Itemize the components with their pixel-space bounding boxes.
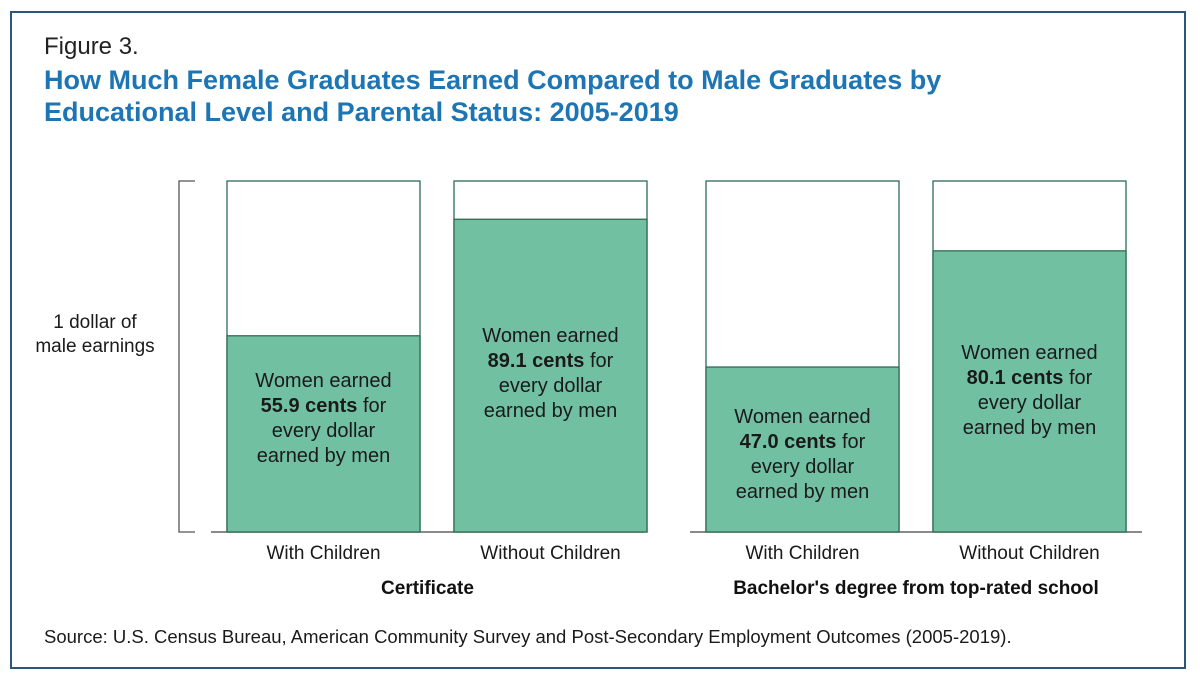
bar-label-line-1: Women earned: [255, 370, 392, 392]
figure-frame: [10, 11, 1186, 669]
bar-label-line-2: 89.1 cents for: [487, 350, 614, 372]
bar-label-line-4: earned by men: [962, 417, 1097, 439]
y-axis-label-line-1: 1 dollar of: [53, 312, 137, 333]
bar-label-line-2: 80.1 cents for: [966, 367, 1093, 389]
bar-label-line-3: every dollar: [271, 420, 376, 442]
bar-label-line-3: every dollar: [977, 392, 1082, 414]
group-label-1: Certificate: [381, 578, 474, 599]
bar-value-label: 55.9 cents: [260, 395, 358, 417]
group-label-2: Bachelor's degree from top-rated school: [733, 578, 1099, 599]
bar-label-line-1: Women earned: [482, 325, 619, 347]
figure-label: Figure 3.: [44, 33, 139, 60]
bar-label-2: Women earned 89.1 cents for every dollar ea…: [454, 324, 647, 424]
y-axis-label-line-2: male earnings: [35, 336, 155, 357]
bar-value-label: 47.0 cents: [739, 431, 837, 453]
chart-title-line-1: How Much Female Graduates Earned Compare…: [44, 65, 942, 95]
chart-title: How Much Female Graduates Earned Compare…: [44, 64, 1144, 128]
y-axis-bracket: [178, 180, 195, 533]
bar-label-line-2: 55.9 cents for: [260, 395, 387, 417]
bar-3: [705, 366, 900, 533]
bar-label-line-4: earned by men: [735, 481, 870, 503]
x-tick-label-3: With Children: [745, 543, 860, 564]
bar-label-line-4: earned by men: [256, 445, 391, 467]
chart-title-line-2: Educational Level and Parental Status: 2…: [44, 97, 679, 127]
y-axis-label: 1 dollar of male earnings: [20, 311, 170, 359]
bar-label-line-4: earned by men: [483, 400, 618, 422]
bar-label-line-1: Women earned: [734, 406, 871, 428]
x-tick-label-1: With Children: [266, 543, 381, 564]
bar-label-line-1: Women earned: [961, 342, 1098, 364]
x-tick-label-2: Without Children: [480, 543, 621, 564]
bar-1: [226, 335, 421, 533]
bar-4: [932, 250, 1127, 533]
bar-value-label: 89.1 cents: [487, 350, 585, 372]
source-note: Source: U.S. Census Bureau, American Com…: [44, 626, 1012, 647]
bar-label-1: Women earned 55.9 cents for every dollar ea…: [227, 369, 420, 469]
x-tick-label-4: Without Children: [959, 543, 1100, 564]
bar-label-line-3: every dollar: [498, 375, 603, 397]
bar-label-3: Women earned 47.0 cents for every dollar ea…: [706, 405, 899, 505]
bar-label-4: Women earned 80.1 cents for every dollar ea…: [933, 341, 1126, 441]
bar-value-label: 80.1 cents: [966, 367, 1064, 389]
bar-label-line-3: every dollar: [750, 456, 855, 478]
bar-label-line-2: 47.0 cents for: [739, 431, 866, 453]
bar-2: [453, 218, 648, 533]
